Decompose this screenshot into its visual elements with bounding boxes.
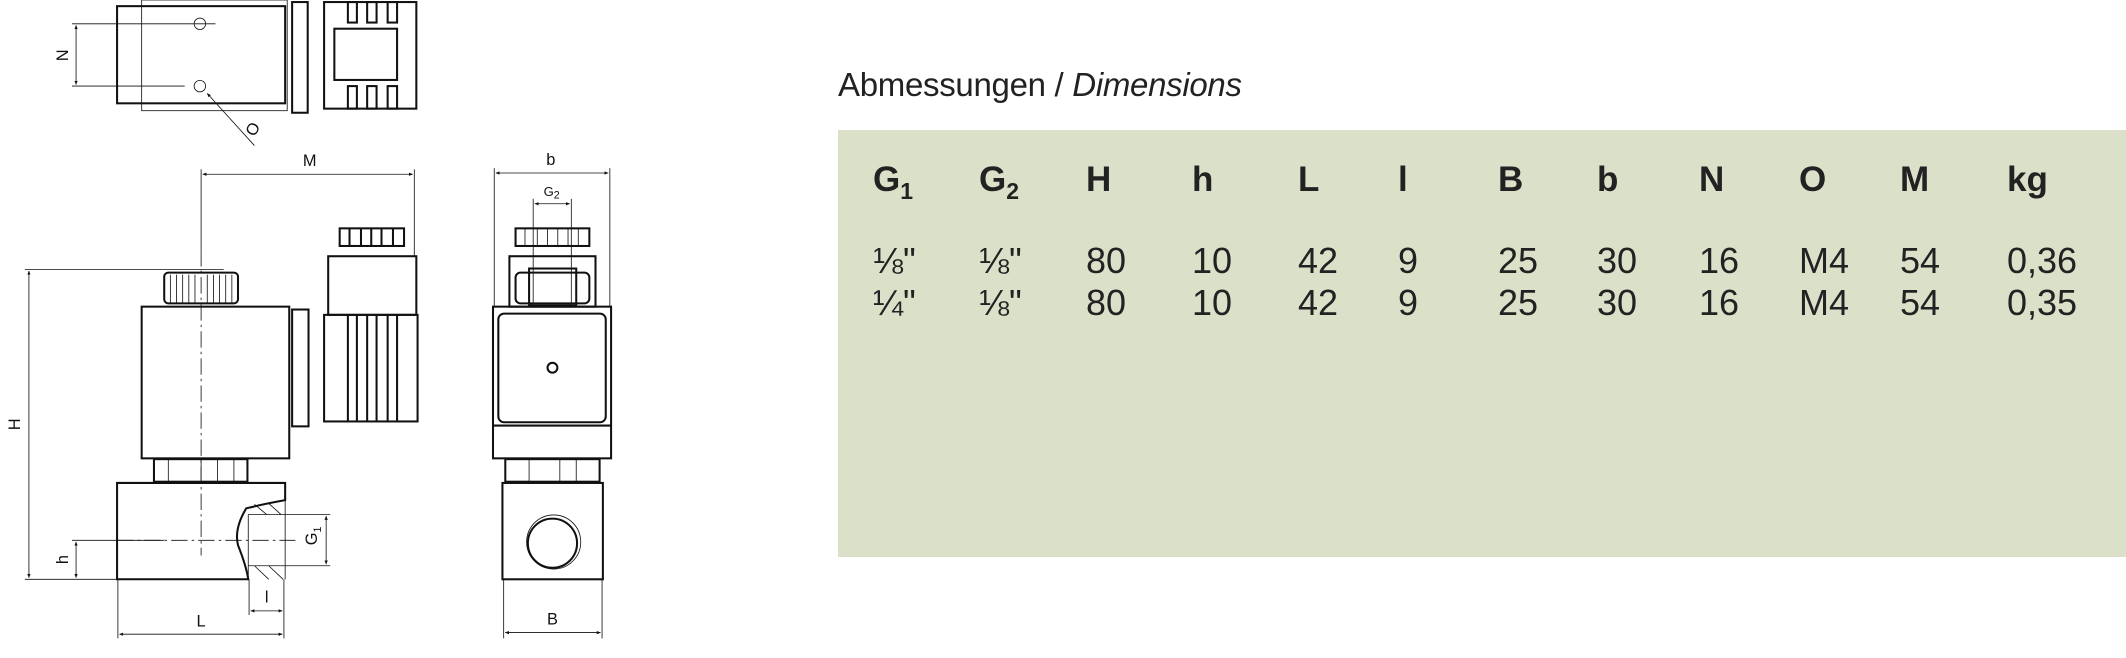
column-header: L bbox=[1298, 160, 1319, 200]
table-cell: M4 bbox=[1799, 240, 1850, 281]
port-opening bbox=[526, 517, 579, 569]
table-cell: 30 bbox=[1597, 282, 1638, 323]
column-header: l bbox=[1398, 160, 1408, 200]
column-header-label: H bbox=[1086, 160, 1112, 199]
table-cell: 80 bbox=[1086, 240, 1127, 281]
title-english: Dimensions bbox=[1072, 66, 1242, 103]
column-header-label: kg bbox=[2007, 160, 2048, 199]
column-header: B bbox=[1498, 160, 1523, 200]
table-cell: 25 bbox=[1498, 282, 1539, 323]
table-cell: 16 bbox=[1699, 282, 1740, 323]
table-cell: 30 bbox=[1597, 240, 1638, 281]
title-separator: / bbox=[1045, 66, 1073, 103]
dim-label-B: B bbox=[547, 610, 558, 628]
table-cell: 9 bbox=[1398, 240, 1419, 281]
dim-label-l: l bbox=[265, 589, 269, 607]
column-header-label: N bbox=[1699, 160, 1725, 199]
column-header-subscript: 2 bbox=[1006, 178, 1020, 204]
column-header: b bbox=[1597, 160, 1618, 200]
table-cell: 54 bbox=[1900, 240, 1941, 281]
column-header: G2 bbox=[979, 160, 1019, 205]
solenoid-valve-dimension-drawing: N O M H h G1 bbox=[6, 0, 613, 639]
section-title: Abmessungen / Dimensions bbox=[838, 66, 1242, 104]
table-cell: 42 bbox=[1298, 282, 1339, 323]
column-header-label: O bbox=[1799, 160, 1827, 199]
table-cell: 80 bbox=[1086, 282, 1127, 323]
dim-label-G1: G1 bbox=[303, 527, 324, 546]
column-header: G1 bbox=[873, 160, 913, 205]
table-cell: 42 bbox=[1298, 240, 1339, 281]
column-header: H bbox=[1086, 160, 1111, 200]
table-cell: 9 bbox=[1398, 282, 1419, 323]
column-header-label: G bbox=[873, 160, 901, 199]
column-header: N bbox=[1699, 160, 1724, 200]
column-header-label: M bbox=[1900, 160, 1930, 199]
column-header-label: h bbox=[1192, 160, 1214, 199]
table-cell: ⅛" bbox=[979, 282, 1022, 323]
column-header: kg bbox=[2007, 160, 2048, 200]
mounting-hole bbox=[193, 79, 207, 93]
table-cell: 0,35 bbox=[2007, 282, 2078, 323]
dim-label-H: H bbox=[6, 418, 24, 430]
column-header-label: b bbox=[1597, 160, 1619, 199]
column-header-label: L bbox=[1298, 160, 1320, 199]
column-header: M bbox=[1900, 160, 1929, 200]
dim-label-M: M bbox=[303, 152, 317, 170]
dim-label-b: b bbox=[546, 151, 555, 169]
dim-label-N: N bbox=[54, 49, 72, 61]
top-view: N O bbox=[54, 0, 418, 146]
table-cell: M4 bbox=[1799, 282, 1850, 323]
column-header-label: l bbox=[1398, 160, 1408, 199]
table-cell: ⅛" bbox=[979, 240, 1022, 281]
dim-label-G2: G2 bbox=[544, 184, 560, 201]
column-header-label: G bbox=[979, 160, 1007, 199]
column-header: O bbox=[1799, 160, 1826, 200]
table-cell: 25 bbox=[1498, 240, 1539, 281]
table-cell: 10 bbox=[1192, 240, 1233, 281]
side-view: b G2 B bbox=[491, 151, 613, 639]
table-cell: 10 bbox=[1192, 282, 1233, 323]
table-cell: 54 bbox=[1900, 282, 1941, 323]
front-view: M H h G1 l L bbox=[6, 152, 419, 639]
column-header-label: B bbox=[1498, 160, 1524, 199]
table-cell: 16 bbox=[1699, 240, 1740, 281]
dim-label-L: L bbox=[197, 612, 206, 630]
title-german: Abmessungen bbox=[838, 66, 1046, 103]
table-cell: 0,36 bbox=[2007, 240, 2078, 281]
table-cell: ¼" bbox=[873, 282, 916, 323]
column-header-subscript: 1 bbox=[900, 178, 914, 204]
column-header: h bbox=[1192, 160, 1213, 200]
table-cell: ⅛" bbox=[873, 240, 916, 281]
dim-label-h: h bbox=[54, 555, 72, 564]
coil-screw-hole bbox=[546, 361, 559, 374]
